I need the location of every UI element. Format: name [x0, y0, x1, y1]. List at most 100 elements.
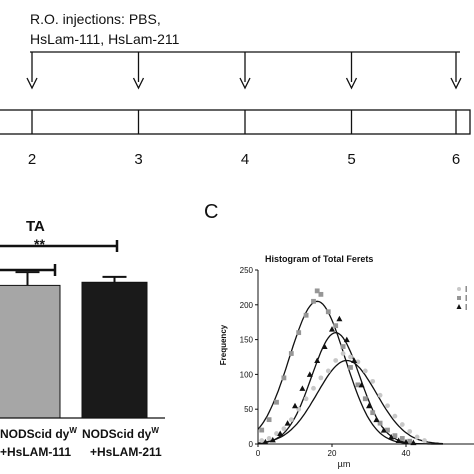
- point-series-3: [329, 326, 335, 332]
- y-tick-label: 250: [240, 266, 254, 275]
- y-tick-label: 150: [240, 336, 254, 345]
- injection-arrow-head: [450, 77, 462, 90]
- legend-label-2: I: [465, 294, 467, 303]
- bar-2-label-line2: +HsLAM-211: [90, 445, 162, 459]
- point-series-1: [340, 351, 346, 356]
- point-series-2: [274, 399, 279, 405]
- y-axis-label: Frequency: [219, 324, 228, 365]
- injection-arrows: [26, 52, 462, 90]
- point-series-1: [333, 358, 339, 363]
- timeline-tick-label: 5: [347, 151, 355, 168]
- point-series-2: [314, 288, 320, 294]
- y-tick-label: 200: [240, 301, 254, 310]
- timeline-heading-line1: R.O. injections: PBS,: [30, 11, 161, 27]
- y-tick-label: 0: [249, 440, 254, 449]
- fit-curve-2: [257, 300, 443, 445]
- point-series-1: [392, 413, 398, 419]
- point-series-3: [395, 437, 402, 444]
- point-series-1: [362, 368, 368, 374]
- point-series-2: [333, 323, 339, 329]
- point-series-3: [366, 402, 372, 409]
- point-series-3: [388, 434, 395, 440]
- injection-arrow-head: [345, 77, 358, 90]
- point-series-1: [266, 436, 272, 441]
- point-series-3: [351, 357, 358, 363]
- legend-marker-1: [457, 287, 461, 291]
- point-series-1: [370, 378, 376, 384]
- point-series-1: [303, 396, 309, 402]
- chart-points: [259, 288, 427, 446]
- point-series-3: [358, 381, 365, 388]
- point-series-1: [311, 385, 316, 391]
- point-series-2: [385, 427, 390, 433]
- point-series-2: [325, 309, 331, 315]
- point-series-2: [355, 382, 361, 388]
- point-series-3: [403, 438, 409, 445]
- x-axis-label: µm: [338, 459, 351, 469]
- point-series-2: [296, 330, 302, 336]
- point-series-2: [348, 365, 353, 370]
- point-series-3: [292, 402, 298, 409]
- legend-label-1: I: [465, 285, 467, 294]
- point-series-3: [284, 420, 291, 426]
- point-series-1: [385, 403, 390, 409]
- chart-axes: 0 50 100 150 200 250 0 20 40: [240, 266, 474, 458]
- x-tick-label: 40: [402, 449, 411, 458]
- point-series-2: [362, 396, 368, 402]
- panel-b-bars: [0, 271, 148, 419]
- point-series-1: [281, 426, 287, 432]
- point-series-3: [410, 439, 417, 446]
- point-series-1: [422, 438, 427, 443]
- panel-b: TA ** NODScid dyW +HsLAM-111 NODScid dyW…: [0, 218, 165, 459]
- chart-fit-curves: [257, 300, 444, 445]
- point-series-1: [348, 354, 353, 360]
- injection-arrow-head: [132, 77, 145, 90]
- point-series-2: [266, 417, 272, 423]
- point-series-2: [370, 410, 376, 416]
- bar-1: [0, 284, 61, 419]
- point-series-3: [306, 371, 313, 377]
- point-series-2: [340, 344, 346, 349]
- point-series-2: [303, 312, 309, 318]
- point-series-1: [399, 422, 405, 427]
- timeline-tick-label: 3: [134, 151, 142, 168]
- point-series-2: [377, 420, 383, 426]
- point-series-2: [281, 375, 287, 381]
- panel-b-title: TA: [26, 218, 45, 235]
- point-series-3: [277, 430, 284, 437]
- chart-legend: III: [456, 285, 467, 312]
- point-series-1: [274, 431, 279, 436]
- chart-title: Histogram of Total Ferets: [265, 254, 373, 264]
- legend-marker-2: [457, 296, 461, 300]
- point-series-2: [407, 438, 413, 444]
- timeline-tick-label: 2: [28, 151, 36, 168]
- legend-marker-3: [456, 304, 462, 309]
- point-series-2: [399, 436, 405, 441]
- point-series-3: [321, 343, 328, 350]
- significance-stars: **: [34, 236, 45, 252]
- bar-2-label-line1: NODScid dyW: [82, 426, 159, 441]
- point-series-3: [336, 315, 343, 322]
- legend-label-3: I: [465, 303, 467, 312]
- panel-c: C Histogram of Total Ferets Frequency µm…: [204, 201, 474, 469]
- point-series-2: [318, 291, 324, 297]
- point-series-2: [259, 427, 265, 433]
- point-series-3: [343, 336, 350, 343]
- point-series-1: [407, 429, 413, 434]
- point-series-1: [377, 392, 383, 398]
- point-series-1: [318, 375, 324, 381]
- timeline-heading-line2: HsLam-111, HsLam-211: [30, 31, 180, 47]
- point-series-3: [299, 385, 306, 391]
- bar-2: [81, 281, 148, 419]
- y-tick-label: 100: [240, 370, 254, 379]
- injection-arrow-head: [26, 77, 38, 90]
- fit-curve-1: [257, 359, 444, 445]
- x-tick-label: 20: [328, 449, 337, 458]
- point-series-2: [311, 298, 316, 304]
- timeline-tick-label: 4: [241, 151, 249, 168]
- point-series-3: [262, 438, 269, 445]
- timeline-bar: [0, 109, 471, 135]
- point-series-1: [325, 368, 331, 374]
- point-series-1: [414, 434, 420, 440]
- point-series-1: [259, 438, 265, 443]
